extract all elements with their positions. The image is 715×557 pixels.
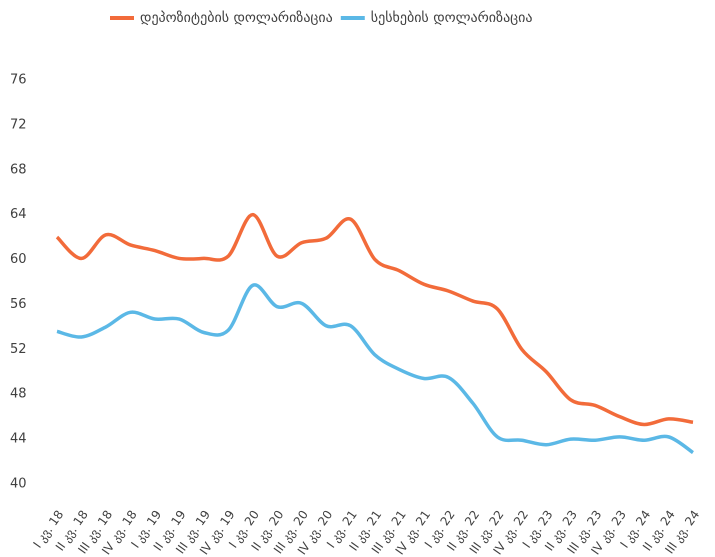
y-tick-label: 76 [10,73,27,88]
y-tick-label: 44 [10,432,27,447]
y-tick-label: 52 [10,342,27,357]
y-tick-label: 56 [10,297,27,312]
series-line [56,283,695,455]
y-tick-label: 60 [10,252,27,267]
y-tick-label: 40 [10,477,27,492]
y-tick-label: 64 [10,207,27,222]
legend-label: სესხების დოლარიზაცია [371,9,533,26]
series-line [55,212,694,427]
y-tick-label: 48 [10,387,27,402]
y-tick-label: 68 [10,162,27,177]
legend-label: დეპოზიტების დოლარიზაცია [140,9,333,26]
y-tick-label: 72 [10,117,27,132]
